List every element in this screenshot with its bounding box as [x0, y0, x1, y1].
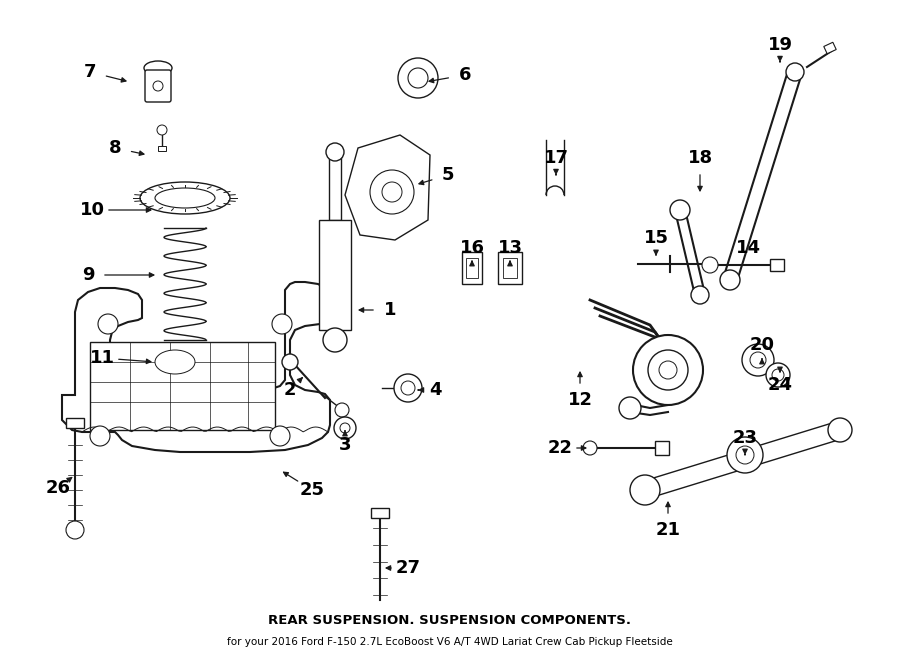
Ellipse shape — [155, 350, 195, 374]
Text: 18: 18 — [688, 149, 713, 167]
Polygon shape — [62, 282, 330, 452]
FancyBboxPatch shape — [145, 70, 171, 102]
Text: 25: 25 — [300, 481, 325, 499]
Circle shape — [583, 441, 597, 455]
Text: 11: 11 — [89, 349, 114, 367]
Circle shape — [633, 335, 703, 405]
Circle shape — [334, 417, 356, 439]
Circle shape — [750, 352, 766, 368]
Bar — [371, 508, 389, 518]
Circle shape — [282, 354, 298, 370]
Text: 6: 6 — [459, 66, 472, 84]
Bar — [498, 252, 522, 284]
Circle shape — [157, 125, 167, 135]
Text: 9: 9 — [82, 266, 94, 284]
Circle shape — [619, 397, 641, 419]
Circle shape — [335, 403, 349, 417]
Ellipse shape — [144, 343, 206, 381]
Text: for your 2016 Ford F-150 2.7L EcoBoost V6 A/T 4WD Lariat Crew Cab Pickup Fleetsi: for your 2016 Ford F-150 2.7L EcoBoost V… — [227, 637, 673, 647]
Circle shape — [766, 363, 790, 387]
Bar — [158, 146, 166, 151]
Text: 8: 8 — [109, 139, 122, 157]
Circle shape — [408, 68, 428, 88]
Circle shape — [742, 344, 774, 376]
Circle shape — [630, 475, 660, 505]
Circle shape — [153, 81, 163, 91]
Circle shape — [272, 314, 292, 334]
Circle shape — [340, 423, 350, 433]
Bar — [329, 155, 341, 220]
Circle shape — [659, 361, 677, 379]
Text: 12: 12 — [568, 391, 592, 409]
Text: 20: 20 — [750, 336, 775, 354]
Circle shape — [786, 63, 804, 81]
Text: 19: 19 — [768, 36, 793, 54]
Circle shape — [326, 143, 344, 161]
Ellipse shape — [155, 188, 215, 208]
Text: 23: 23 — [733, 429, 758, 447]
Text: 7: 7 — [84, 63, 96, 81]
Bar — [503, 258, 517, 278]
Text: 3: 3 — [338, 436, 351, 454]
Circle shape — [401, 381, 415, 395]
Circle shape — [670, 200, 690, 220]
Circle shape — [398, 58, 438, 98]
Text: 10: 10 — [79, 201, 104, 219]
Circle shape — [394, 374, 422, 402]
Bar — [462, 252, 482, 284]
Circle shape — [90, 426, 110, 446]
Bar — [655, 441, 669, 455]
Bar — [66, 418, 84, 428]
Circle shape — [270, 426, 290, 446]
Text: 24: 24 — [768, 376, 793, 394]
Text: 17: 17 — [544, 149, 569, 167]
Circle shape — [702, 257, 718, 273]
Bar — [466, 258, 478, 278]
Text: 26: 26 — [46, 479, 70, 497]
Bar — [824, 42, 836, 54]
Text: 16: 16 — [460, 239, 484, 257]
Text: 4: 4 — [428, 381, 441, 399]
Ellipse shape — [144, 61, 172, 75]
Text: 15: 15 — [644, 229, 669, 247]
Ellipse shape — [140, 182, 230, 214]
Bar — [90, 342, 275, 430]
Text: 14: 14 — [735, 239, 760, 257]
Text: 22: 22 — [547, 439, 572, 457]
Text: 1: 1 — [383, 301, 396, 319]
Text: REAR SUSPENSION. SUSPENSION COMPONENTS.: REAR SUSPENSION. SUSPENSION COMPONENTS. — [268, 613, 632, 627]
Text: 5: 5 — [442, 166, 454, 184]
Ellipse shape — [155, 350, 195, 374]
Circle shape — [66, 521, 84, 539]
Circle shape — [828, 418, 852, 442]
Circle shape — [772, 369, 784, 381]
Circle shape — [727, 437, 763, 473]
Text: 21: 21 — [655, 521, 680, 539]
Circle shape — [323, 328, 347, 352]
Bar — [770, 259, 784, 271]
Text: 13: 13 — [498, 239, 523, 257]
Circle shape — [720, 270, 740, 290]
Circle shape — [648, 350, 688, 390]
Circle shape — [98, 314, 118, 334]
Polygon shape — [643, 422, 842, 498]
Polygon shape — [345, 135, 430, 240]
Circle shape — [736, 446, 754, 464]
Circle shape — [370, 170, 414, 214]
Text: 27: 27 — [395, 559, 420, 577]
Bar — [319, 220, 351, 330]
Text: 2: 2 — [284, 381, 296, 399]
Circle shape — [382, 182, 402, 202]
Circle shape — [691, 286, 709, 304]
